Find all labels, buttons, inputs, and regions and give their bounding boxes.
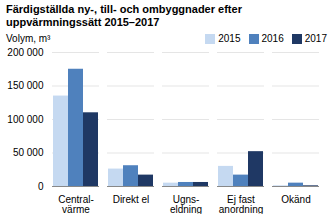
svg-text:0: 0 xyxy=(38,181,44,192)
html-text:Färdigställda ny-, till- och o: Färdigställda ny-, till- och ombyggnader… xyxy=(6,3,242,28)
html-text:2015: 2015 xyxy=(218,33,241,44)
html-text:2016: 2016 xyxy=(261,33,284,44)
svg-text:Direkt el: Direkt el xyxy=(113,194,150,205)
svg-text:Ej fastanordning: Ej fastanordning xyxy=(219,194,263,214)
svg-text:Central-värme: Central-värme xyxy=(58,194,94,214)
html-text:2017: 2017 xyxy=(304,33,327,44)
svg-text:150 000: 150 000 xyxy=(7,80,44,91)
svg-text:200 000: 200 000 xyxy=(7,47,44,58)
svg-text:Ugns-eldning: Ugns-eldning xyxy=(170,194,202,214)
svg-text:50 000: 50 000 xyxy=(13,147,44,158)
svg-text:Okänd: Okänd xyxy=(281,194,310,205)
html-text:Volym, m³: Volym, m³ xyxy=(6,33,51,44)
svg-text:100 000: 100 000 xyxy=(7,114,44,125)
